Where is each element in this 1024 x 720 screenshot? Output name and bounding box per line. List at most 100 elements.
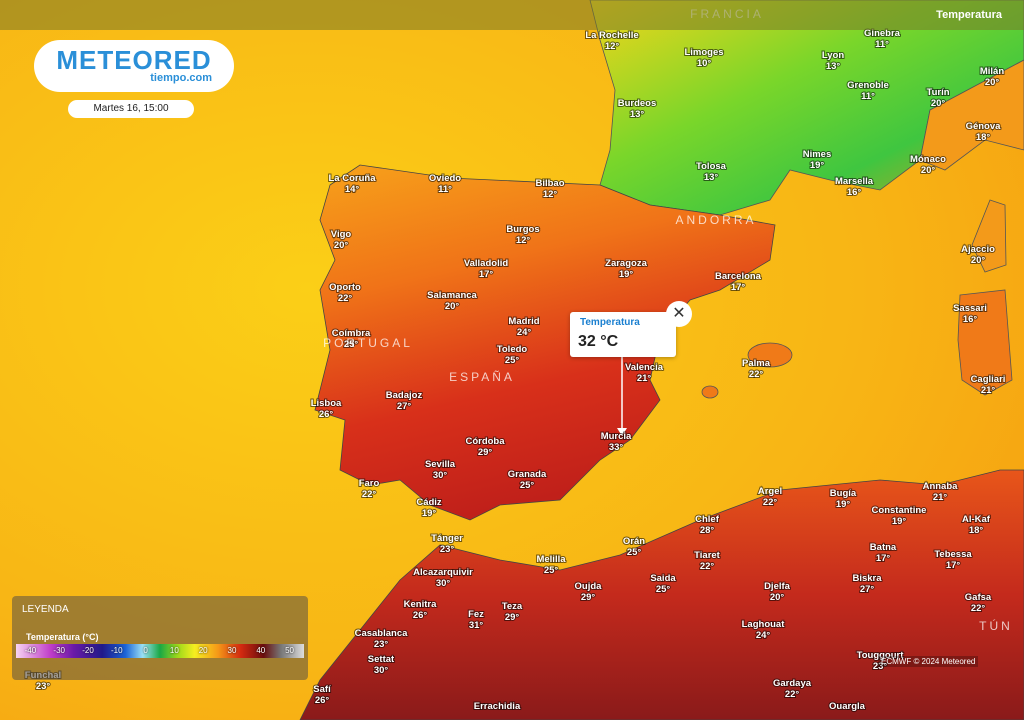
city-temp: 20° [445,301,460,312]
city-name: Lisboa [311,398,342,409]
city-temp: 31° [469,620,484,631]
city-name: Valladolid [464,258,509,269]
city-name: La Rochelle [585,30,638,41]
city-name: Marsella [835,176,874,187]
city-temp: 22° [700,561,715,572]
city-name: Djelfa [764,581,791,592]
city-name: Bugía [830,488,857,499]
city-name: Bilbao [535,178,564,189]
logo[interactable]: METEORED tiempo.com [34,40,234,92]
close-button[interactable]: ✕ [666,301,692,327]
legend-tick: 30 [227,646,237,655]
city-temp: 20° [770,592,785,603]
city-name: Melilla [536,554,566,565]
city-temp: 14° [345,184,360,195]
city-temp: 17° [946,560,961,571]
city-name: Milán [980,66,1004,77]
legend-tick: -10 [111,646,123,655]
city-name: Limoges [684,47,723,58]
city-name: Touggourt [857,650,905,661]
city-name: La Coruña [329,173,377,184]
city-name: Safí [313,684,331,695]
city-temp: 25° [344,339,359,350]
city-name: Alcazarquivir [413,567,473,578]
city-name: Al-Kaf [962,514,991,525]
city-temp: 25° [520,480,535,491]
city-temp: 17° [479,269,494,280]
italy-land [919,59,1024,171]
legend-tick: -40 [24,646,37,655]
corsica [971,199,1007,273]
city-temp: 22° [362,489,377,500]
city-name: Saida [650,573,676,584]
city-name: Fez [468,609,484,620]
city-name: Orán [623,536,645,547]
city-temp: 25° [544,565,559,576]
city-temp: 17° [731,282,746,293]
city-temp: 19° [836,499,851,510]
city-temp: 28° [700,525,715,536]
city-name: Vigo [331,229,352,240]
city-temp: 10° [697,58,712,69]
city-temp: 23° [440,544,455,555]
city-name: Constantine [872,505,927,516]
city-temp: 20° [921,165,936,176]
date-pill[interactable]: Martes 16, 15:00 [68,100,194,118]
city-temp: 12° [605,41,620,52]
city-name: Errachidia [474,701,521,712]
legend[interactable]: LEYENDA Temperatura (°C) -40 -30 -20 -10 0 10… [12,596,308,680]
legend-tick: 0 [143,646,148,655]
city-temp: 20° [985,77,1000,88]
city-temp: 13° [704,172,719,183]
ibiza [701,385,719,399]
city-temp: 17° [876,553,891,564]
city-temp: 24° [517,327,532,338]
legend-tick: 20 [198,646,208,655]
city-temp: 30° [436,578,451,589]
city-name: Córdoba [465,436,505,447]
city-name: Sassari [953,303,987,314]
city-name: Mónaco [910,154,946,165]
legend-tick: 10 [169,646,179,655]
top-bar [0,0,1024,30]
city-temp: 12° [516,235,531,246]
labels: La Rochelle12°Limoges10°Lyon13°Ginebra11… [24,7,1010,713]
city-temp: 30° [433,470,448,481]
city-temp: 19° [422,508,437,519]
city-temp: 25° [627,547,642,558]
city-name: Argel [758,486,782,497]
iberia-land [314,164,776,521]
city-temp: 23° [36,681,51,692]
city-temp: 18° [969,525,984,536]
city-name: Badajoz [386,390,423,401]
city-name: Grenoble [847,80,889,91]
city-name: Laghouat [742,619,786,630]
city-name: Tiaret [694,550,721,561]
city-temp: 29° [505,612,520,623]
city-temp: 27° [397,401,412,412]
city-name: Tolosa [696,161,727,172]
city-name: Palma [742,358,771,369]
country-label: PORTUGAL [323,336,413,350]
city-temp: 21° [933,492,948,503]
city-name: Ouargla [829,701,866,712]
legend-tick: -20 [82,646,94,655]
popup: Temperatura 32 °C [570,312,676,357]
city-name: Cádiz [416,497,442,508]
city-name: Toledo [497,344,528,355]
layer-label[interactable]: Temperatura [936,9,1002,21]
city-name: Sevilla [425,459,456,470]
city-temp: 25° [656,584,671,595]
legend-bar: -40 -30 -20 -10 0 10 20 30 40 50 [16,644,304,658]
legend-title: LEYENDA [22,604,69,615]
city-name: Biskra [852,573,882,584]
city-temp: 13° [630,109,645,120]
city-name: Gafsa [965,592,992,603]
city-name: Teza [502,601,523,612]
city-temp: 11° [861,91,875,102]
city-temp: 20° [971,255,986,266]
legend-tick: -30 [53,646,65,655]
city-temp: 22° [338,293,353,304]
city-temp: 11° [875,39,889,50]
